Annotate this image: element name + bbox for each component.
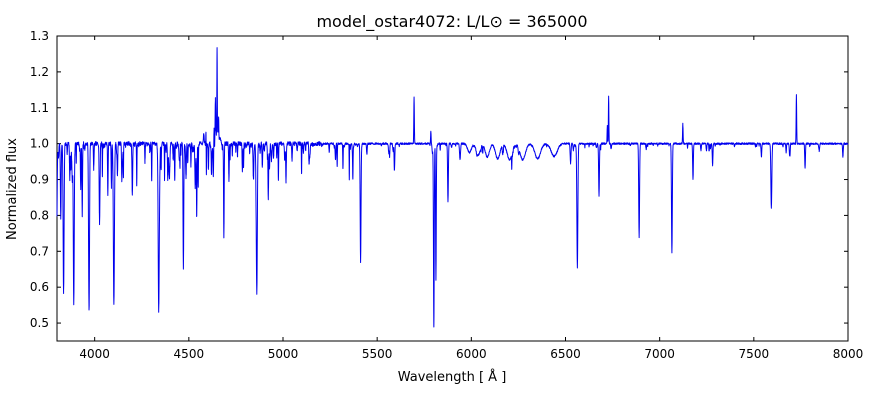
axes: 4000 4500 5000 5500 6000 6500 7000 7500 8000 0.5 0… — [30, 29, 863, 361]
x-tick-label: 5000 — [268, 347, 299, 361]
y-tick-label: 1.0 — [30, 137, 49, 151]
spectrum-polyline — [56, 47, 849, 328]
x-tick-label: 4000 — [79, 347, 110, 361]
y-tick-label: 0.7 — [30, 244, 49, 258]
x-tick-label: 4500 — [174, 347, 205, 361]
spectrum-line — [56, 47, 849, 328]
plot-title: model_ostar4072: L/L⊙ = 365000 — [316, 12, 587, 32]
x-tick-label: 6000 — [456, 347, 487, 361]
y-tick-label: 0.8 — [30, 208, 49, 222]
y-tick-label: 1.1 — [30, 101, 49, 115]
y-tick-label: 1.2 — [30, 65, 49, 79]
x-tick-label: 8000 — [833, 347, 864, 361]
y-tick-label: 0.6 — [30, 280, 49, 294]
y-tick-label: 0.9 — [30, 173, 49, 187]
x-tick-label: 7000 — [644, 347, 675, 361]
y-axis-label: Normalized flux — [5, 138, 20, 240]
x-tick-label: 6500 — [550, 347, 581, 361]
y-tick-label: 0.5 — [30, 316, 49, 330]
x-axis-label: Wavelength [ Å ] — [398, 369, 507, 385]
x-tick-label: 5500 — [362, 347, 393, 361]
x-tick-label: 7500 — [739, 347, 770, 361]
plot-frame — [56, 35, 849, 342]
y-tick-label: 1.3 — [30, 29, 49, 43]
